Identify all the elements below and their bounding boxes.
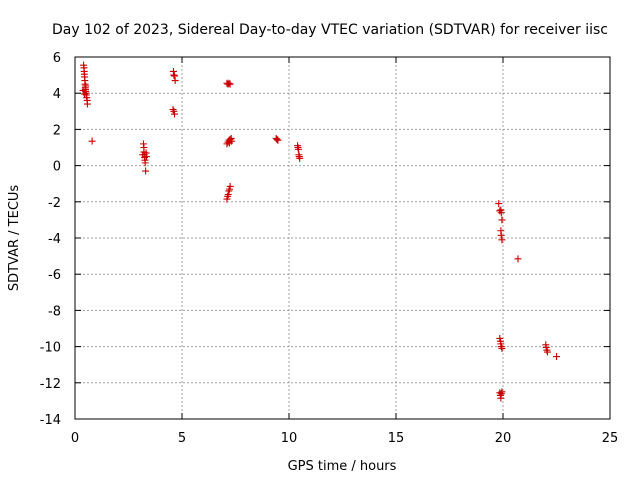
data-point xyxy=(296,154,304,162)
data-point xyxy=(171,110,179,118)
data-point xyxy=(553,353,560,361)
y-tick-label: 0 xyxy=(53,160,61,175)
x-axis-label: GPS time / hours xyxy=(288,459,397,474)
y-tick-label: -10 xyxy=(40,341,61,356)
data-point xyxy=(497,231,505,239)
x-tick-label: 10 xyxy=(281,431,298,446)
data-point xyxy=(171,72,179,80)
data-point xyxy=(83,100,91,108)
data-point xyxy=(497,209,505,217)
data-point xyxy=(88,137,96,145)
y-tick-label: -2 xyxy=(48,196,61,211)
data-point xyxy=(226,80,234,88)
axis-ticks: 0 5 10 15 20 25 -14 -12 -10 -8 -6 -4 -2 0 2 4 6 xyxy=(40,51,619,446)
data-point xyxy=(544,348,552,356)
data-point xyxy=(497,394,505,402)
data-point xyxy=(170,71,178,79)
data-point xyxy=(514,255,522,263)
data-point xyxy=(228,137,236,145)
y-tick-label: -6 xyxy=(48,268,61,283)
y-tick-label: 2 xyxy=(53,123,61,138)
data-point xyxy=(142,153,150,161)
data-point xyxy=(80,90,88,98)
data-point xyxy=(171,77,179,85)
y-tick-label: -12 xyxy=(40,377,61,392)
x-tick-label: 15 xyxy=(388,431,405,446)
data-point xyxy=(142,167,150,175)
x-tick-label: 25 xyxy=(602,431,619,446)
y-tick-label: 6 xyxy=(53,51,61,66)
grid xyxy=(75,57,610,419)
data-point xyxy=(82,82,90,90)
data-point xyxy=(225,79,233,87)
y-axis-label: SDTVAR / TECUs xyxy=(7,185,22,292)
data-point xyxy=(495,200,503,208)
y-tick-label: -4 xyxy=(48,232,61,247)
data-point xyxy=(141,159,149,167)
data-point xyxy=(498,388,506,396)
x-tick-label: 0 xyxy=(71,431,79,446)
data-point xyxy=(498,344,506,352)
data-points xyxy=(79,61,560,402)
data-point xyxy=(224,191,232,199)
data-point xyxy=(274,136,282,144)
chart-title: Day 102 of 2023, Sidereal Day-to-day VTE… xyxy=(52,22,608,38)
x-tick-label: 5 xyxy=(178,431,186,446)
y-tick-label: -14 xyxy=(40,413,61,428)
data-point xyxy=(139,151,147,159)
data-point xyxy=(273,135,281,143)
plot-frame xyxy=(74,56,611,420)
data-point xyxy=(79,86,87,94)
data-point xyxy=(226,182,234,190)
data-point xyxy=(498,216,506,224)
y-tick-label: 4 xyxy=(53,87,61,102)
data-point xyxy=(498,236,506,244)
y-tick-label: -8 xyxy=(48,304,61,319)
x-tick-label: 20 xyxy=(495,431,512,446)
